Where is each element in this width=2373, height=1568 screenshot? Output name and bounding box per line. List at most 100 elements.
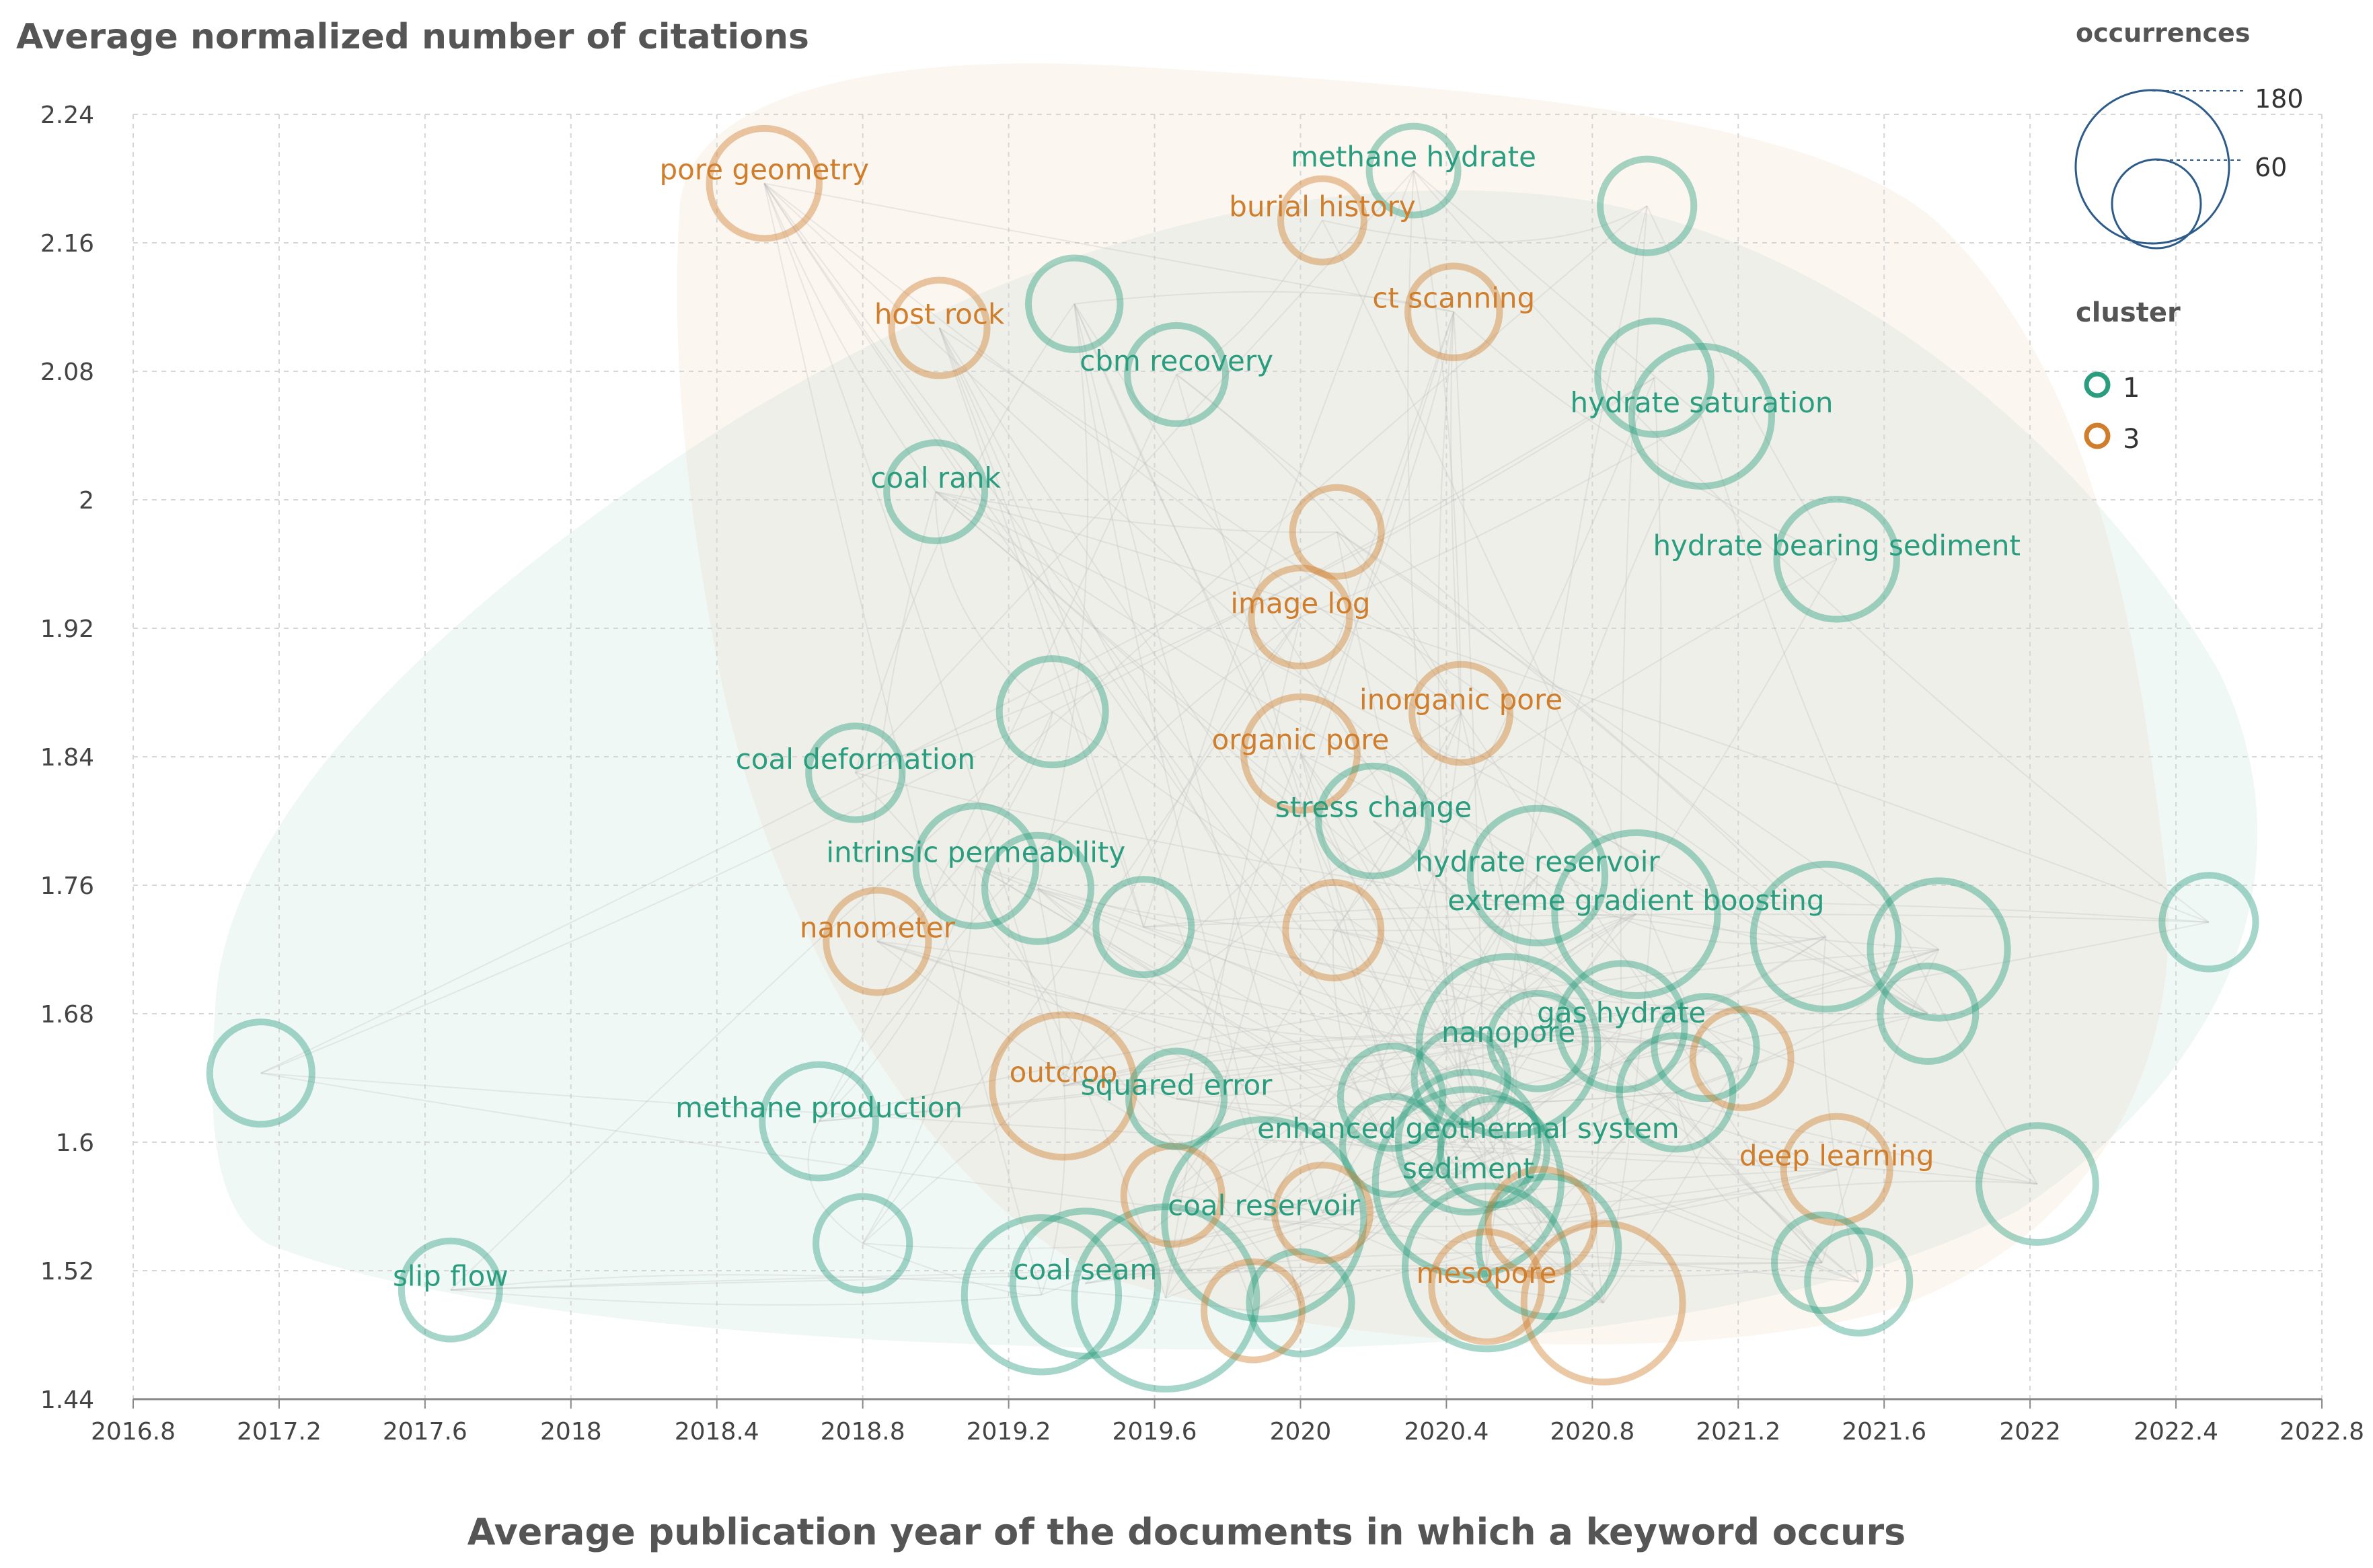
link-edge <box>1252 1026 1622 1312</box>
link-edge <box>862 1242 1042 1296</box>
keyword-bubble <box>1315 762 1432 880</box>
link-edge <box>877 940 1838 1170</box>
link-edge <box>1300 753 1495 1152</box>
link-edge <box>819 948 1939 1122</box>
link-edge <box>975 712 1053 866</box>
keyword-bubble <box>1365 122 1462 219</box>
link-edge <box>1176 311 1455 1099</box>
keyword-bubble <box>1594 318 1715 438</box>
keyword-label: methane production <box>675 1091 963 1124</box>
legend-size-value-large: 180 <box>2255 84 2304 114</box>
link-edge <box>872 491 937 942</box>
keyword-bubble <box>1749 860 1902 1013</box>
keyword-bubble <box>995 655 1109 769</box>
link-edge <box>1821 949 1940 1263</box>
link-edge <box>1300 753 1538 876</box>
x-tick-label: 2019.2 <box>967 1418 1051 1446</box>
link-edge <box>1300 616 1928 1014</box>
link-edge <box>877 940 1509 1047</box>
link-edge <box>1620 206 1648 1027</box>
y-tick-label: 1.84 <box>40 744 94 772</box>
link-edge <box>1541 1168 1838 1224</box>
link-edge <box>1595 1026 1622 1303</box>
keyword-label: hydrate saturation <box>1571 386 1834 419</box>
link-edge <box>1143 170 1415 928</box>
link-edge <box>1391 1145 1469 1185</box>
x-tick-label: 2017.2 <box>237 1418 322 1446</box>
link-edge <box>1446 1181 1487 1268</box>
link-edge <box>1176 948 1939 1100</box>
keyword-label: coal rank <box>870 461 1001 494</box>
link-edge <box>1172 1194 1254 1311</box>
link-edge <box>1322 713 1462 1214</box>
link-edge <box>1537 874 1826 944</box>
keyword-label: host rock <box>874 298 1005 331</box>
link-edge <box>260 377 1655 1074</box>
link-edge <box>1263 936 1826 1220</box>
link-edge <box>1468 1045 1517 1143</box>
link-edge <box>1437 311 1469 1143</box>
legend-cluster-3-marker <box>2084 422 2111 449</box>
link-edge <box>975 865 1742 1059</box>
x-tick-label: 2022 <box>1999 1418 2061 1446</box>
link-edge <box>876 711 1053 942</box>
keyword-bubble <box>1282 879 1385 981</box>
link-edge <box>260 531 1338 1074</box>
link-edge <box>1062 616 1302 1086</box>
link-edge <box>1508 936 1826 1047</box>
link-edge <box>1468 936 1826 1143</box>
keyword-label: ct scanning <box>1372 282 1535 315</box>
link-edge <box>975 865 1859 1283</box>
keyword-bubble <box>1554 960 1688 1093</box>
link-edge <box>855 772 1302 1304</box>
link-edge <box>450 1289 1042 1306</box>
link-edge <box>1164 311 1455 1298</box>
keyword-labels: pore geometry methane hydrate burial histo… <box>393 141 2021 1293</box>
keyword-bubble <box>1371 1086 1565 1279</box>
link-edge <box>939 327 1928 1014</box>
keyword-bubble <box>1408 661 1514 766</box>
x-tick-label: 2016.8 <box>91 1418 176 1446</box>
keyword-label: slip flow <box>393 1260 509 1293</box>
keyword-bubble <box>706 124 823 242</box>
link-edge <box>935 491 1337 533</box>
link-edge <box>1176 1098 1469 1183</box>
keyword-bubble <box>1248 564 1353 670</box>
legend-cluster-title: cluster <box>2076 297 2181 328</box>
link-edge <box>763 183 1469 1183</box>
keyword-bubble <box>1437 1095 1550 1209</box>
keyword-bubble <box>1125 1047 1228 1150</box>
link-edge <box>1336 531 1823 1263</box>
link-edge <box>1675 1013 1928 1093</box>
keyword-bubble <box>1240 693 1361 814</box>
keyword-label: mesopore <box>1417 1257 1557 1290</box>
link-edge <box>1373 820 1622 1027</box>
legend-cluster-1-label: 1 <box>2123 373 2140 404</box>
link-edge <box>1052 711 1538 1042</box>
keyword-bubble <box>813 1193 913 1294</box>
link-edge <box>1412 170 2210 923</box>
link-edge <box>1252 1142 1469 1312</box>
keyword-label: inorganic pore <box>1359 683 1562 716</box>
keyword-bubble <box>1486 990 1589 1092</box>
link-edge <box>975 865 1166 1298</box>
x-tick-labels: 2016.8 2017.2 2017.6 2018 2018.4 2018.8 2019.2… <box>91 1418 2364 1446</box>
keyword-bubble <box>1410 1027 1511 1129</box>
link-edge <box>1063 1080 1177 1100</box>
link-edge <box>1074 303 1469 1183</box>
link-edge <box>1300 415 1702 618</box>
link-edge <box>1332 930 1392 1146</box>
keyword-bubble <box>1092 876 1195 979</box>
legend-size-circle-large <box>2074 89 2230 245</box>
keyword-bubble <box>1120 1142 1226 1248</box>
link-edge <box>1172 1013 1928 1196</box>
link-edge <box>1176 373 1462 714</box>
link-edge <box>1333 929 2038 1185</box>
link-edge <box>819 1026 1622 1122</box>
link-edge <box>1037 888 1469 1183</box>
link-edge <box>1460 913 1636 1078</box>
link-edge <box>764 182 1454 313</box>
link-edge <box>1263 948 1939 1220</box>
y-tick-label: 1.68 <box>40 1001 94 1029</box>
link-edge <box>935 491 1636 915</box>
